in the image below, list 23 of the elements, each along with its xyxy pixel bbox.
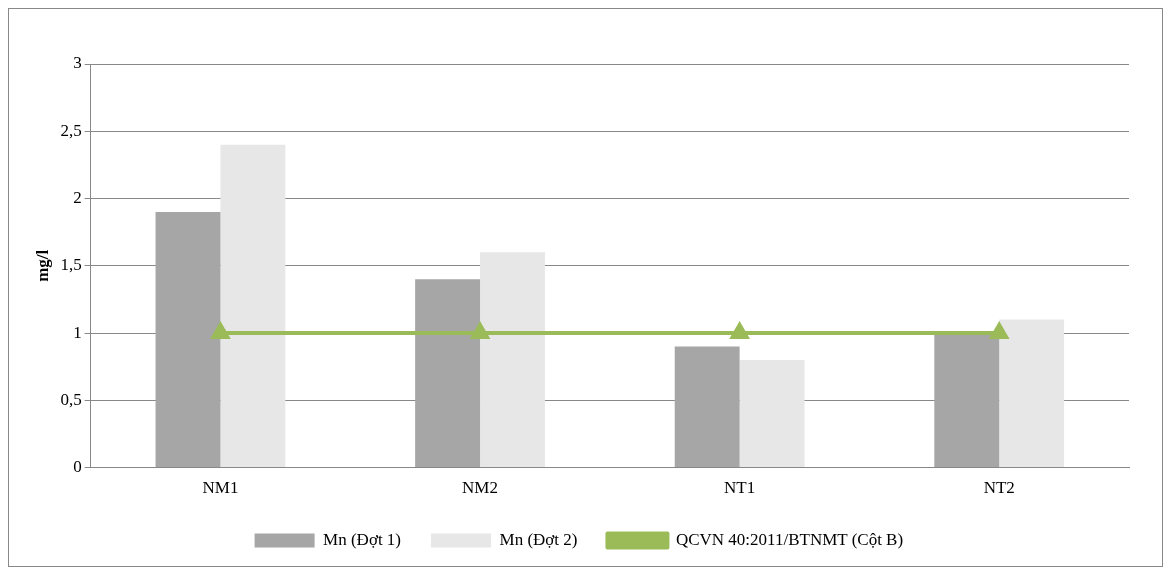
bar (220, 144, 286, 468)
y-tick-label: 1 (73, 322, 82, 342)
bar (480, 252, 545, 468)
y-tick-label: 0 (73, 457, 82, 477)
bar (934, 333, 1000, 468)
legend-label: QCVN 40:2011/BTNMT (Cột B) (675, 529, 904, 549)
y-tick-label: 1,5 (60, 255, 82, 275)
x-tick-label: NT1 (724, 478, 756, 498)
y-tick-label: 2,5 (60, 120, 82, 140)
bar (999, 319, 1065, 468)
y-axis-title: mg/l (32, 249, 52, 282)
legend-label: Mn (Đợt 2) (499, 529, 578, 549)
bar (739, 359, 805, 468)
bar (415, 279, 481, 468)
bar (155, 211, 221, 468)
x-tick-label: NM2 (462, 478, 498, 498)
y-tick-label: 0,5 (60, 389, 82, 409)
x-tick-label: NT2 (983, 478, 1015, 498)
y-tick-label: 2 (73, 188, 82, 207)
bar (674, 346, 740, 468)
legend-label: Mn (Đợt 1) (323, 529, 402, 549)
y-tick-label: 3 (73, 53, 82, 73)
x-tick-label: NM1 (202, 478, 239, 498)
